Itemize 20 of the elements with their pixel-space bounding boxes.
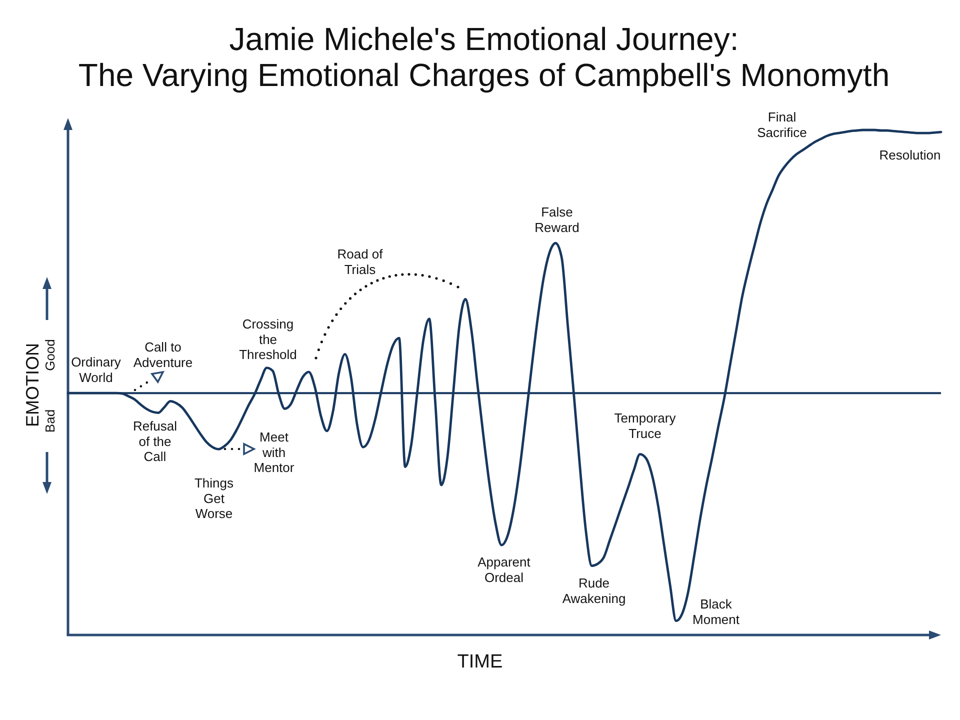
annotation: Refusal of the Call xyxy=(132,418,178,464)
annotation: Things Get Worse xyxy=(194,476,234,522)
annotation: Call to Adventure xyxy=(133,340,193,370)
annotation: Road of Trials xyxy=(337,246,384,277)
y-axis-title: EMOTION xyxy=(22,343,42,427)
annotation: Black Moment xyxy=(692,596,740,627)
annotation: Final Sacrifice xyxy=(757,110,807,140)
text: Bad xyxy=(42,409,58,433)
annotation: Apparent Ordeal xyxy=(478,554,531,585)
annotation: Rude Awakening xyxy=(562,576,626,606)
annotation: False Reward xyxy=(534,204,580,235)
chart-subtitle: The Varying Emotional Charges of Campbell's Monomyth xyxy=(78,57,890,94)
x-axis-title: TIME xyxy=(457,652,503,673)
annotation: Temporary Truce xyxy=(614,410,676,441)
annotation: Meet with Mentor xyxy=(254,430,295,476)
annotation: Crossing the Threshold xyxy=(239,316,297,362)
annotation: Resolution xyxy=(879,148,941,163)
text: Good xyxy=(42,339,58,371)
annotation: Ordinary World xyxy=(71,354,122,385)
chart-title: Jamie Michele's Emotional Journey: xyxy=(229,21,739,58)
